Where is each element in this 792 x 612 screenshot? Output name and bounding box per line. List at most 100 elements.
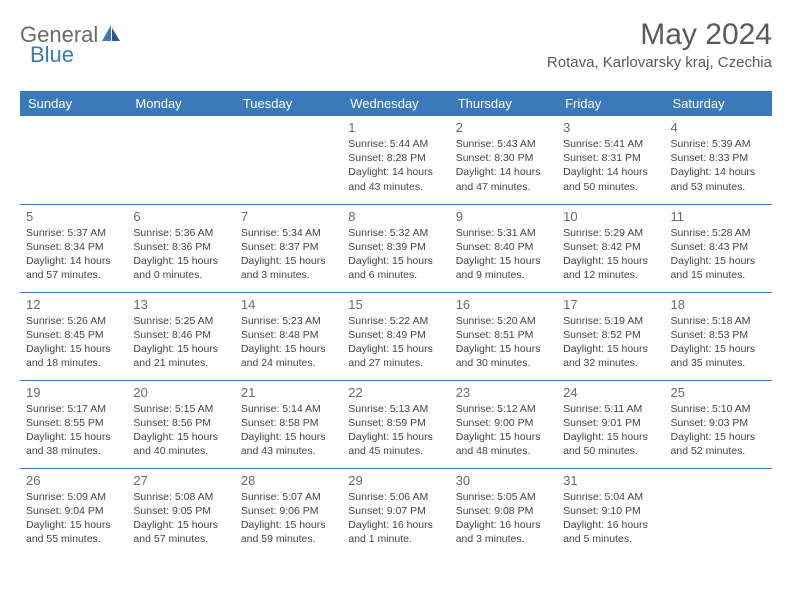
day-number: 19 xyxy=(26,385,121,400)
day-number: 13 xyxy=(133,297,228,312)
calendar-cell: 18 Sunrise: 5:18 AMSunset: 8:53 PMDayligh… xyxy=(665,292,772,380)
calendar-row: 19 Sunrise: 5:17 AMSunset: 8:55 PMDayligh… xyxy=(20,380,772,468)
day-number: 5 xyxy=(26,209,121,224)
day-info: Sunrise: 5:18 AMSunset: 8:53 PMDaylight:… xyxy=(671,314,766,371)
day-info: Sunrise: 5:06 AMSunset: 9:07 PMDaylight:… xyxy=(348,490,443,547)
day-info: Sunrise: 5:08 AMSunset: 9:05 PMDaylight:… xyxy=(133,490,228,547)
day-number: 17 xyxy=(563,297,658,312)
calendar-row: 5 Sunrise: 5:37 AMSunset: 8:34 PMDaylight… xyxy=(20,204,772,292)
calendar-cell: 16Sunrise: 5:20 AMSunset: 8:51 PMDayligh… xyxy=(450,292,557,380)
day-header-row: SundayMondayTuesdayWednesdayThursdayFrid… xyxy=(20,91,772,116)
calendar-cell: 4 Sunrise: 5:39 AMSunset: 8:33 PMDaylight… xyxy=(665,116,772,204)
calendar-cell: 14 Sunrise: 5:23 AMSunset: 8:48 PMDayligh… xyxy=(235,292,342,380)
day-info: Sunrise: 5:12 AMSunset: 9:00 PMDaylight:… xyxy=(456,402,551,459)
day-header: Thursday xyxy=(450,91,557,116)
day-header: Sunday xyxy=(20,91,127,116)
calendar-cell: 1 Sunrise: 5:44 AMSunset: 8:28 PMDaylight… xyxy=(342,116,449,204)
day-number: 8 xyxy=(348,209,443,224)
day-number: 22 xyxy=(348,385,443,400)
day-header: Wednesday xyxy=(342,91,449,116)
calendar-cell: 8 Sunrise: 5:32 AMSunset: 8:39 PMDaylight… xyxy=(342,204,449,292)
day-number: 4 xyxy=(671,120,766,135)
day-number: 18 xyxy=(671,297,766,312)
calendar-body: 1 Sunrise: 5:44 AMSunset: 8:28 PMDaylight… xyxy=(20,116,772,556)
calendar-cell: 31Sunrise: 5:04 AMSunset: 9:10 PMDayligh… xyxy=(557,468,664,556)
day-number: 28 xyxy=(241,473,336,488)
calendar-cell-empty xyxy=(665,468,772,556)
location: Rotava, Karlovarsky kraj, Czechia xyxy=(547,54,772,71)
day-info: Sunrise: 5:28 AMSunset: 8:43 PMDaylight:… xyxy=(671,226,766,283)
day-number: 6 xyxy=(133,209,228,224)
calendar-cell: 10Sunrise: 5:29 AMSunset: 8:42 PMDayligh… xyxy=(557,204,664,292)
sail-icon xyxy=(100,23,122,48)
calendar-cell: 19 Sunrise: 5:17 AMSunset: 8:55 PMDayligh… xyxy=(20,380,127,468)
month-title: May 2024 xyxy=(547,18,772,52)
day-number: 16 xyxy=(456,297,551,312)
logo-text-blue: Blue xyxy=(30,42,74,67)
calendar-row: 26Sunrise: 5:09 AMSunset: 9:04 PMDayligh… xyxy=(20,468,772,556)
day-info: Sunrise: 5:13 AMSunset: 8:59 PMDaylight:… xyxy=(348,402,443,459)
calendar-cell: 5 Sunrise: 5:37 AMSunset: 8:34 PMDaylight… xyxy=(20,204,127,292)
calendar-cell-empty xyxy=(20,116,127,204)
calendar-cell: 2 Sunrise: 5:43 AMSunset: 8:30 PMDaylight… xyxy=(450,116,557,204)
day-info: Sunrise: 5:43 AMSunset: 8:30 PMDaylight:… xyxy=(456,137,551,194)
calendar-table: SundayMondayTuesdayWednesdayThursdayFrid… xyxy=(20,91,772,556)
day-info: Sunrise: 5:09 AMSunset: 9:04 PMDaylight:… xyxy=(26,490,121,547)
day-info: Sunrise: 5:32 AMSunset: 8:39 PMDaylight:… xyxy=(348,226,443,283)
calendar-cell: 28Sunrise: 5:07 AMSunset: 9:06 PMDayligh… xyxy=(235,468,342,556)
calendar-cell: 21 Sunrise: 5:14 AMSunset: 8:58 PMDayligh… xyxy=(235,380,342,468)
day-header: Saturday xyxy=(665,91,772,116)
day-number: 15 xyxy=(348,297,443,312)
day-number: 30 xyxy=(456,473,551,488)
day-info: Sunrise: 5:14 AMSunset: 8:58 PMDaylight:… xyxy=(241,402,336,459)
calendar-cell: 9 Sunrise: 5:31 AMSunset: 8:40 PMDaylight… xyxy=(450,204,557,292)
title-block: May 2024 Rotava, Karlovarsky kraj, Czech… xyxy=(547,18,772,71)
day-number: 11 xyxy=(671,209,766,224)
day-info: Sunrise: 5:23 AMSunset: 8:48 PMDaylight:… xyxy=(241,314,336,371)
day-info: Sunrise: 5:22 AMSunset: 8:49 PMDaylight:… xyxy=(348,314,443,371)
day-number: 23 xyxy=(456,385,551,400)
day-info: Sunrise: 5:31 AMSunset: 8:40 PMDaylight:… xyxy=(456,226,551,283)
calendar-cell: 7 Sunrise: 5:34 AMSunset: 8:37 PMDaylight… xyxy=(235,204,342,292)
calendar-cell: 15 Sunrise: 5:22 AMSunset: 8:49 PMDayligh… xyxy=(342,292,449,380)
day-number: 1 xyxy=(348,120,443,135)
day-number: 3 xyxy=(563,120,658,135)
day-number: 2 xyxy=(456,120,551,135)
calendar-cell: 13Sunrise: 5:25 AMSunset: 8:46 PMDayligh… xyxy=(127,292,234,380)
day-info: Sunrise: 5:04 AMSunset: 9:10 PMDaylight:… xyxy=(563,490,658,547)
calendar-cell: 23 Sunrise: 5:12 AMSunset: 9:00 PMDayligh… xyxy=(450,380,557,468)
calendar-cell: 25Sunrise: 5:10 AMSunset: 9:03 PMDayligh… xyxy=(665,380,772,468)
calendar-cell: 17 Sunrise: 5:19 AMSunset: 8:52 PMDayligh… xyxy=(557,292,664,380)
calendar-cell: 26Sunrise: 5:09 AMSunset: 9:04 PMDayligh… xyxy=(20,468,127,556)
day-info: Sunrise: 5:34 AMSunset: 8:37 PMDaylight:… xyxy=(241,226,336,283)
calendar-cell: 24Sunrise: 5:11 AMSunset: 9:01 PMDayligh… xyxy=(557,380,664,468)
calendar-row: 12 Sunrise: 5:26 AMSunset: 8:45 PMDayligh… xyxy=(20,292,772,380)
day-number: 25 xyxy=(671,385,766,400)
logo-blue-text-wrap: Blue xyxy=(30,42,74,68)
calendar-cell: 29 Sunrise: 5:06 AMSunset: 9:07 PMDayligh… xyxy=(342,468,449,556)
day-info: Sunrise: 5:26 AMSunset: 8:45 PMDaylight:… xyxy=(26,314,121,371)
calendar-cell: 22 Sunrise: 5:13 AMSunset: 8:59 PMDayligh… xyxy=(342,380,449,468)
day-number: 9 xyxy=(456,209,551,224)
day-info: Sunrise: 5:39 AMSunset: 8:33 PMDaylight:… xyxy=(671,137,766,194)
day-number: 21 xyxy=(241,385,336,400)
calendar-cell-empty xyxy=(127,116,234,204)
calendar-cell-empty xyxy=(235,116,342,204)
calendar-cell: 30 Sunrise: 5:05 AMSunset: 9:08 PMDayligh… xyxy=(450,468,557,556)
calendar-cell: 3 Sunrise: 5:41 AMSunset: 8:31 PMDaylight… xyxy=(557,116,664,204)
calendar-cell: 20Sunrise: 5:15 AMSunset: 8:56 PMDayligh… xyxy=(127,380,234,468)
day-number: 12 xyxy=(26,297,121,312)
day-info: Sunrise: 5:15 AMSunset: 8:56 PMDaylight:… xyxy=(133,402,228,459)
day-header: Tuesday xyxy=(235,91,342,116)
day-number: 7 xyxy=(241,209,336,224)
day-info: Sunrise: 5:37 AMSunset: 8:34 PMDaylight:… xyxy=(26,226,121,283)
calendar-cell: 27Sunrise: 5:08 AMSunset: 9:05 PMDayligh… xyxy=(127,468,234,556)
day-info: Sunrise: 5:17 AMSunset: 8:55 PMDaylight:… xyxy=(26,402,121,459)
day-info: Sunrise: 5:41 AMSunset: 8:31 PMDaylight:… xyxy=(563,137,658,194)
day-info: Sunrise: 5:05 AMSunset: 9:08 PMDaylight:… xyxy=(456,490,551,547)
day-number: 29 xyxy=(348,473,443,488)
day-number: 14 xyxy=(241,297,336,312)
day-info: Sunrise: 5:19 AMSunset: 8:52 PMDaylight:… xyxy=(563,314,658,371)
day-info: Sunrise: 5:44 AMSunset: 8:28 PMDaylight:… xyxy=(348,137,443,194)
calendar-cell: 6Sunrise: 5:36 AMSunset: 8:36 PMDaylight… xyxy=(127,204,234,292)
